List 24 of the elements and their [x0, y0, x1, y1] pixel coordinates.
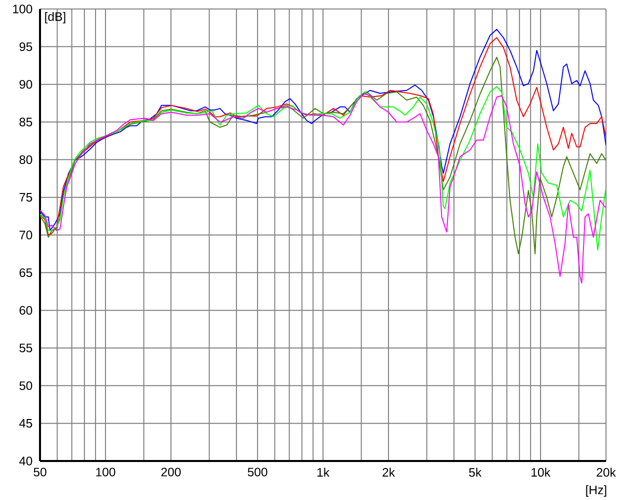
x-tick-label: 50 [34, 468, 46, 476]
x-tick-label: 500 [248, 468, 268, 476]
y-tick-label: 90 [20, 80, 32, 89]
x-tick-label: 2k [382, 468, 395, 477]
y-tick-label: 75 [20, 193, 32, 202]
y-tick-label: 45 [19, 419, 32, 428]
y-tick-label: 65 [20, 268, 32, 278]
y-tick-label: 70 [20, 230, 32, 240]
y-tick-label: 95 [20, 42, 32, 52]
x-tick-label: 200 [161, 468, 181, 476]
x-tick-label: 100 [96, 468, 116, 476]
y-axis-title: [dB] [45, 12, 66, 24]
y-tick-label: 80 [20, 155, 32, 164]
y-tick-label: 85 [20, 118, 32, 126]
y-tick-label: 50 [19, 381, 32, 390]
x-tick-label: 1k [317, 468, 330, 477]
x-tick-label: 20k [596, 468, 616, 477]
x-axis-title: [Hz] [586, 485, 606, 497]
y-tick-label: 40 [19, 456, 32, 466]
x-tick-label: 10k [532, 468, 550, 477]
y-tick-label: 100 [13, 4, 32, 14]
y-tick-label: 60 [20, 306, 32, 315]
y-tick-label: 55 [19, 344, 32, 352]
x-tick-label: 5k [469, 468, 482, 477]
